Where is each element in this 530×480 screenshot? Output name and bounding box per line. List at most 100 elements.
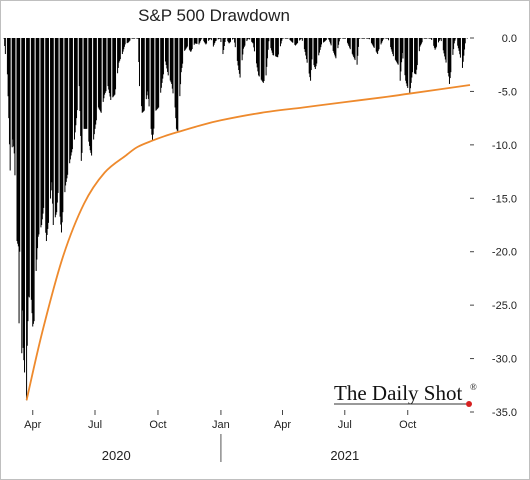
drawdown-bar [382, 38, 384, 40]
drawdown-bar [41, 38, 43, 220]
drawdown-bar [112, 38, 114, 97]
drawdown-bar [95, 38, 97, 125]
drawdown-bar [170, 38, 172, 83]
drawdown-bar [190, 38, 192, 52]
drawdown-bar [23, 38, 25, 361]
drawdown-bar [390, 38, 392, 50]
drawdown-bar [78, 38, 80, 87]
drawdown-bar [143, 38, 145, 112]
drawdown-bar [329, 38, 331, 42]
drawdown-bar [258, 38, 260, 76]
drawdown-bar [31, 38, 33, 314]
drawdown-bar [356, 38, 358, 65]
drawdown-bar [52, 38, 54, 204]
drawdown-bar [8, 38, 10, 119]
drawdown-bar [230, 38, 231, 42]
drawdown-bar [89, 38, 91, 146]
drawdown-bar [251, 38, 253, 42]
drawdown-bar [373, 38, 375, 48]
drawdown-bar [344, 38, 346, 39]
drawdown-bar [239, 38, 241, 78]
drawdown-bar [453, 38, 455, 50]
drawdown-bar [438, 38, 440, 43]
drawdown-bar [358, 38, 360, 39]
drawdown-bar [104, 38, 106, 93]
drawdown-bar [64, 38, 66, 193]
drawdown-bar [161, 38, 163, 83]
drawdown-bar [232, 38, 234, 39]
drawdown-bar [112, 38, 114, 98]
drawdown-bar [328, 38, 330, 40]
drawdown-bar [343, 38, 345, 39]
drawdown-bar [271, 38, 273, 53]
drawdown-bar [128, 38, 130, 43]
drawdown-bar [223, 38, 225, 47]
drawdown-bar [210, 38, 212, 41]
drawdown-bar [435, 38, 437, 47]
drawdown-bar [190, 38, 192, 51]
drawdown-bar [165, 38, 167, 65]
drawdown-bar [296, 38, 298, 44]
drawdown-bar [65, 38, 67, 182]
drawdown-bar [118, 38, 120, 63]
drawdown-bar [188, 38, 190, 50]
x-tick-label: Oct [149, 419, 166, 431]
drawdown-bar [431, 38, 433, 40]
drawdown-bar [195, 38, 197, 44]
drawdown-bar [175, 38, 177, 129]
drawdown-bar [222, 38, 224, 55]
drawdown-bar [50, 38, 52, 191]
drawdown-bar [194, 38, 196, 44]
drawdown-bar [105, 38, 107, 92]
drawdown-bar [162, 38, 164, 79]
drawdown-bar [275, 38, 277, 57]
drawdown-bar [141, 38, 143, 113]
drawdown-bar [104, 38, 106, 95]
drawdown-bar [268, 38, 270, 42]
drawdown-bar [370, 38, 372, 43]
drawdown-bar [227, 38, 229, 43]
drawdown-bar [426, 38, 428, 39]
year-label: 2020 [102, 448, 131, 463]
drawdown-bar [136, 38, 138, 39]
drawdown-bar [305, 38, 307, 56]
drawdown-bar [267, 38, 269, 50]
drawdown-bar [442, 38, 444, 51]
y-tick-label: -30.0 [492, 354, 517, 366]
drawdown-bar [169, 38, 171, 81]
drawdown-bar [182, 38, 184, 64]
drawdown-bar [375, 38, 377, 52]
drawdown-bar [123, 38, 125, 47]
drawdown-bar [447, 38, 449, 73]
drawdown-bar [319, 38, 321, 50]
drawdown-bar [114, 38, 116, 95]
drawdown-bar [196, 38, 198, 44]
y-tick-label: -10.0 [492, 140, 517, 152]
drawdown-bar [256, 38, 258, 68]
drawdown-bar [303, 38, 305, 50]
drawdown-bar [249, 38, 251, 40]
drawdown-bar [386, 38, 388, 39]
drawdown-bar [41, 38, 43, 225]
drawdown-bar [155, 38, 157, 111]
drawdown-bar [27, 38, 29, 322]
drawdown-bar [243, 38, 244, 49]
brand-red-dot [466, 401, 472, 407]
drawdown-bar [167, 38, 169, 76]
drawdown-bar [224, 38, 226, 43]
drawdown-bar [445, 38, 447, 63]
drawdown-bar [251, 38, 253, 43]
drawdown-bar [234, 38, 236, 43]
drawdown-bar [167, 38, 169, 72]
drawdown-bar [143, 38, 145, 111]
drawdown-bar [359, 38, 361, 39]
drawdown-bar [420, 38, 422, 46]
drawdown-bar [4, 38, 6, 55]
drawdown-bar [247, 38, 249, 39]
drawdown-bar [119, 38, 121, 60]
drawdown-bar [438, 38, 440, 41]
drawdown-bar [162, 38, 164, 75]
drawdown-bar [291, 38, 293, 43]
drawdown-bar [166, 38, 168, 69]
drawdown-bar [248, 38, 250, 39]
